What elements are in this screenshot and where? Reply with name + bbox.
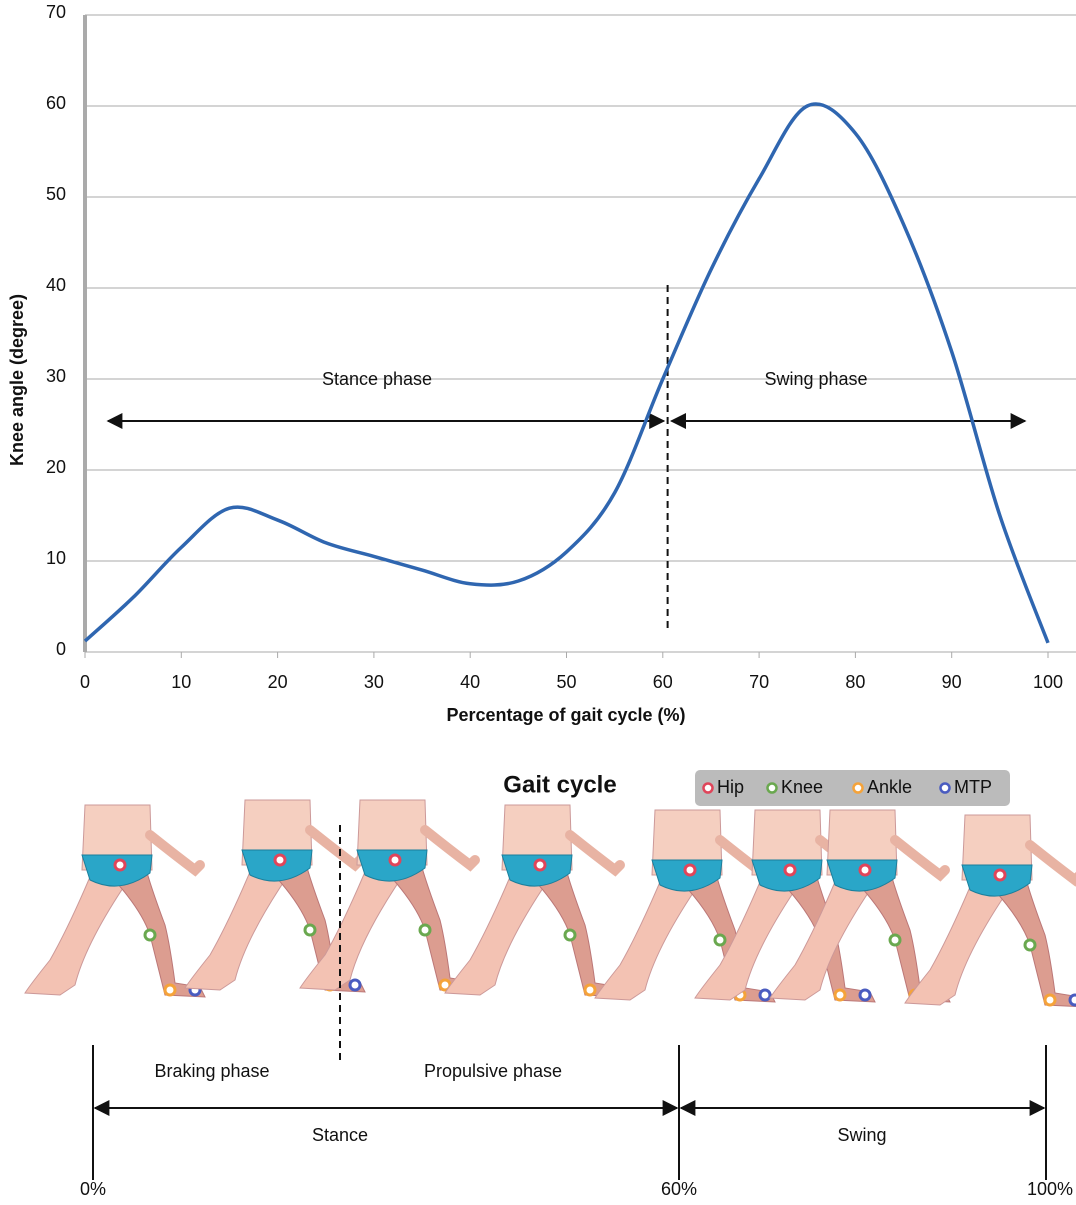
data-line [83, 102, 1050, 644]
x-tick-label: 90 [942, 672, 962, 692]
y-tick-label: 30 [46, 366, 66, 386]
legend-label: Ankle [867, 777, 912, 797]
legend-swatch [766, 782, 778, 794]
x-tick-label: 80 [845, 672, 865, 692]
x-tick-label: 60 [653, 672, 673, 692]
legend-swatch [702, 782, 714, 794]
legend-swatch [852, 782, 864, 794]
legend: Hip Knee Ankle MTP [702, 777, 992, 797]
y-tick-label: 50 [46, 184, 66, 204]
annotation: Stance phase [322, 369, 432, 389]
y-tick-label: 0 [56, 639, 66, 659]
phase-label: Propulsive phase [424, 1061, 562, 1081]
legend-label: MTP [954, 777, 992, 797]
legend-label: Knee [781, 777, 823, 797]
x-tick-label: 20 [268, 672, 288, 692]
legend-label: Hip [717, 777, 744, 797]
period-label: Swing [837, 1125, 886, 1145]
period-label: Stance [312, 1125, 368, 1145]
x-tick-label: 100 [1033, 672, 1063, 692]
x-tick-label: 50 [556, 672, 576, 692]
phase-label: Braking phase [154, 1061, 269, 1081]
x-tick-label: 70 [749, 672, 769, 692]
y-tick-label: 60 [46, 93, 66, 113]
x-tick-label: 10 [171, 672, 191, 692]
y-axis-label: Knee angle (degree) [7, 294, 27, 466]
legend-swatch [939, 782, 951, 794]
x-tick-label: 40 [460, 672, 480, 692]
figures [25, 800, 1076, 1007]
y-tick-label: 10 [46, 548, 66, 568]
percent-label: 0% [80, 1179, 106, 1199]
x-tick-label: 0 [80, 672, 90, 692]
percent-label: 100% [1027, 1179, 1073, 1199]
y-tick-label: 70 [46, 2, 66, 22]
annotation: Swing phase [764, 369, 867, 389]
y-tick-label: 20 [46, 457, 66, 477]
y-tick-label: 40 [46, 275, 66, 295]
diagram-title: Gait cycle [503, 771, 616, 798]
x-axis-label: Percentage of gait cycle (%) [446, 705, 685, 725]
percent-label: 60% [661, 1179, 697, 1199]
x-tick-label: 30 [364, 672, 384, 692]
